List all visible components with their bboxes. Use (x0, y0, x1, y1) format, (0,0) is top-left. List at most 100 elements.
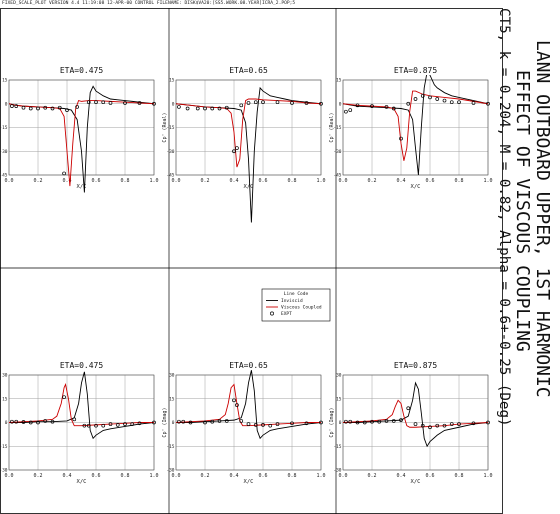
expt-point (86, 423, 91, 428)
expt-point (50, 106, 55, 111)
expt-point (43, 419, 48, 423)
expt-point (370, 104, 374, 108)
y-tick-label: -15 (0, 444, 8, 450)
y-tick-label: -30 (333, 468, 341, 474)
x-tick-label: 0.8 (454, 178, 463, 184)
chart-title: ETA=0.65 (229, 66, 268, 75)
expt-point (304, 421, 309, 426)
chart-panel: 0.0 0.2 0.4 0.6 0.8 1.0 15 0 -15 -30 -45 X/C Cp' (Re… (0, 66, 159, 193)
expt-point (108, 101, 113, 105)
expt-point (290, 101, 294, 105)
y-tick-label: -30 (166, 468, 174, 474)
inviscid-line (9, 371, 154, 440)
title-backing (391, 66, 440, 75)
expt-point (362, 420, 367, 425)
y-tick-label: -30 (166, 149, 174, 155)
legend-entry: Inviscid (281, 298, 303, 304)
x-tick-label: 0.6 (425, 473, 434, 479)
expt-point (304, 101, 309, 105)
expt-point (406, 101, 411, 106)
y-tick-label: -45 (166, 173, 174, 179)
title-backing (391, 361, 440, 370)
x-axis-label: X/C (77, 184, 87, 190)
expt-point (101, 100, 106, 105)
expt-point (449, 422, 454, 426)
x-axis-label: X/C (411, 184, 421, 190)
expt-point (57, 105, 62, 110)
expt-point (420, 93, 425, 98)
expt-point (413, 422, 418, 426)
y-axis-label: Cp' (Imag) (162, 407, 168, 437)
y-axis-label: Cp' (Real) (162, 112, 168, 142)
expt-point (399, 136, 403, 141)
y-tick-label: 30 (336, 373, 342, 379)
x-tick-label: 0.6 (91, 473, 100, 479)
expt-point (195, 106, 200, 111)
x-tick-label: 0.2 (33, 473, 42, 479)
viscous-coupled-line (343, 90, 488, 161)
y-tick-label: 15 (2, 396, 8, 402)
expt-point (152, 420, 156, 425)
viscous-coupled-line (176, 383, 321, 427)
x-tick-label: 0.8 (287, 473, 296, 479)
x-tick-label: 0.0 (171, 178, 180, 184)
x-tick-label: 0.2 (200, 178, 209, 184)
expt-point (123, 101, 127, 105)
expt-point (137, 421, 142, 426)
x-tick-label: 1.0 (483, 473, 492, 479)
expt-point (21, 420, 26, 424)
expt-point (181, 419, 186, 424)
expt-point (123, 422, 127, 426)
expt-point (457, 422, 461, 426)
expt-point (14, 104, 19, 108)
expt-point (449, 100, 454, 105)
x-tick-label: 0.2 (367, 178, 376, 184)
chart-panel: 0.0 0.2 0.4 0.6 0.8 1.0 15 0 -15 -30 -45 X/C Cp' (Re… (162, 66, 326, 223)
x-axis-label: X/C (244, 184, 254, 190)
expt-point (344, 419, 348, 424)
expt-point (442, 98, 447, 103)
x-tick-label: 0.4 (229, 473, 238, 479)
y-tick-label: 15 (169, 78, 175, 84)
expt-point (14, 419, 19, 424)
viscous-coupled-line (176, 98, 321, 168)
expt-point (319, 101, 323, 106)
y-tick-label: -15 (166, 125, 174, 131)
x-axis-label: X/C (77, 479, 87, 485)
legend-title: Line Code (284, 291, 309, 297)
x-tick-label: 1.0 (316, 178, 325, 184)
expt-point (319, 420, 323, 425)
expt-point (355, 420, 360, 425)
expt-point (261, 423, 265, 427)
expt-point (235, 146, 239, 150)
expt-point (21, 105, 26, 110)
legend-entry: Viscous Coupled (281, 305, 322, 311)
expt-point (406, 406, 411, 411)
y-tick-label: 0 (5, 420, 8, 426)
x-tick-label: 1.0 (483, 178, 492, 184)
expt-point (86, 100, 91, 105)
expt-point (355, 103, 360, 108)
legend-entry: EXPT (281, 311, 292, 317)
x-tick-label: 1.0 (316, 473, 325, 479)
expt-point (413, 97, 418, 101)
plot-area (175, 79, 322, 176)
chart-title: ETA=0.475 (60, 66, 104, 75)
y-tick-label: -45 (0, 173, 8, 179)
expt-point (435, 97, 440, 101)
expt-point (457, 100, 461, 105)
expt-point (94, 100, 98, 105)
inviscid-line (176, 86, 321, 223)
x-tick-label: 0.8 (287, 178, 296, 184)
inviscid-line (343, 381, 488, 448)
legend-box (261, 288, 331, 322)
expt-point (239, 419, 244, 423)
y-tick-label: 15 (336, 78, 342, 84)
title-backing (224, 361, 273, 370)
viscous-coupled-line (9, 383, 154, 427)
x-tick-label: 0.4 (62, 178, 71, 184)
expt-point (28, 106, 33, 111)
expt-point (384, 105, 389, 109)
x-tick-label: 0.8 (454, 473, 463, 479)
